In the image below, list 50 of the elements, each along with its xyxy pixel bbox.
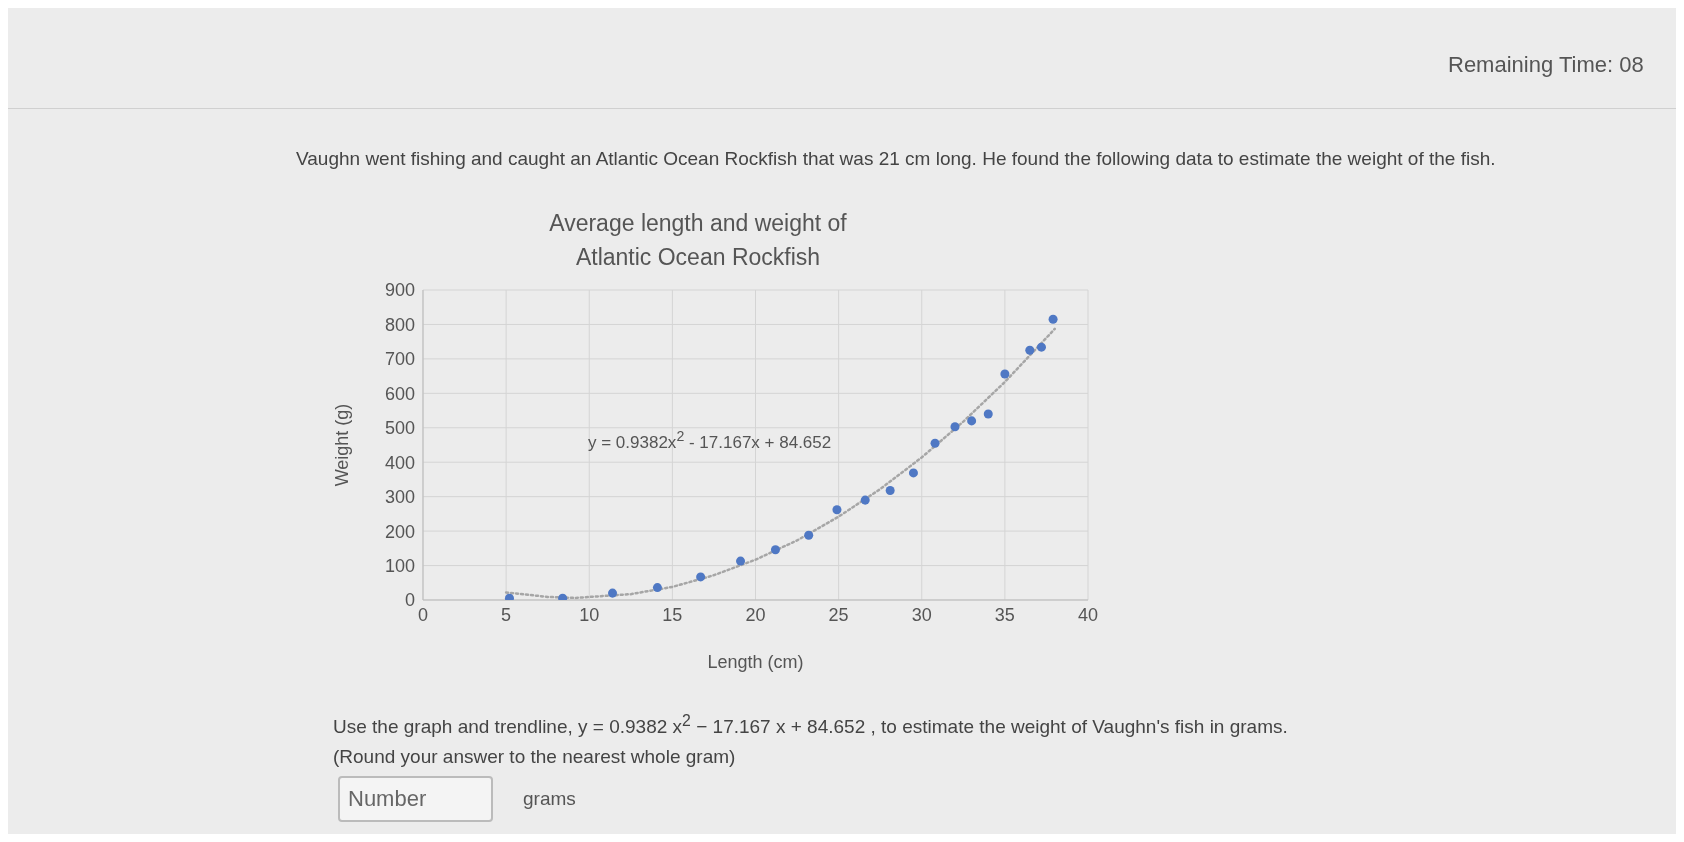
y-tick-label: 400: [384, 452, 415, 473]
point: [908, 468, 918, 478]
point: [696, 572, 706, 582]
point: [983, 409, 993, 419]
chart-title: Average length and weight of Atlantic Ocean Rockfish: [548, 209, 848, 272]
y-tick-label: 300: [384, 487, 415, 508]
point: [652, 583, 662, 593]
point: [1025, 345, 1035, 355]
y-tick-label: 100: [384, 555, 415, 576]
point: [832, 505, 842, 515]
point: [558, 593, 568, 600]
point: [1036, 342, 1046, 352]
x-tick-label: 10: [579, 604, 600, 625]
annotation: y = 0.9382x$^{2}$ - 17.167x + 84.652: [588, 428, 832, 452]
line-series: [504, 327, 1056, 600]
point: [736, 556, 746, 566]
x-tick-label: 35: [994, 604, 1015, 625]
y-tick-label: 800: [384, 314, 415, 335]
point: [804, 530, 814, 540]
y-axis-title: Weight (g): [332, 403, 353, 487]
y-tick-label: 600: [384, 383, 415, 404]
x-tick-label: 0: [417, 604, 429, 625]
y-tick-label: 200: [384, 521, 415, 542]
x-tick-label: 15: [662, 604, 683, 625]
y-tick-label: 700: [384, 349, 415, 370]
x-tick-label: 25: [828, 604, 849, 625]
x-axis-title: Length (cm): [707, 652, 804, 672]
point: [885, 485, 895, 495]
text-field: Number: [338, 776, 493, 822]
point: [608, 588, 618, 598]
x-tick-label: 5: [501, 604, 512, 625]
point: [930, 438, 940, 448]
point: [770, 545, 780, 555]
x-tick-label: 20: [745, 604, 766, 625]
y-tick-label: 900: [384, 280, 415, 301]
y-tick-label: 500: [384, 418, 415, 439]
point: [504, 593, 514, 600]
text: Use the graph and trendline, y = 0.9382 x$^{2}$ − 17.167 x + 84.652 , to estimate the weight of Vaughn's fish in grams.: [333, 712, 1288, 738]
y-tick-label: 0: [404, 590, 415, 611]
text: Vaughn went fishing and caught an Atlantic Ocean Rockfish that was 21 cm long. He found the following data to estimate the weight of the fish.: [296, 148, 1496, 169]
text: (Round your answer to the nearest whole gram): [333, 746, 736, 767]
point: [1000, 369, 1010, 379]
point: [967, 416, 977, 426]
text: grams: [523, 788, 576, 809]
point: [1048, 314, 1058, 324]
x-tick-label: 40: [1077, 604, 1099, 625]
point: [860, 495, 870, 505]
text: Remaining Time: 08: [1448, 52, 1644, 77]
point: [950, 422, 960, 432]
x-tick-label: 30: [911, 604, 932, 625]
